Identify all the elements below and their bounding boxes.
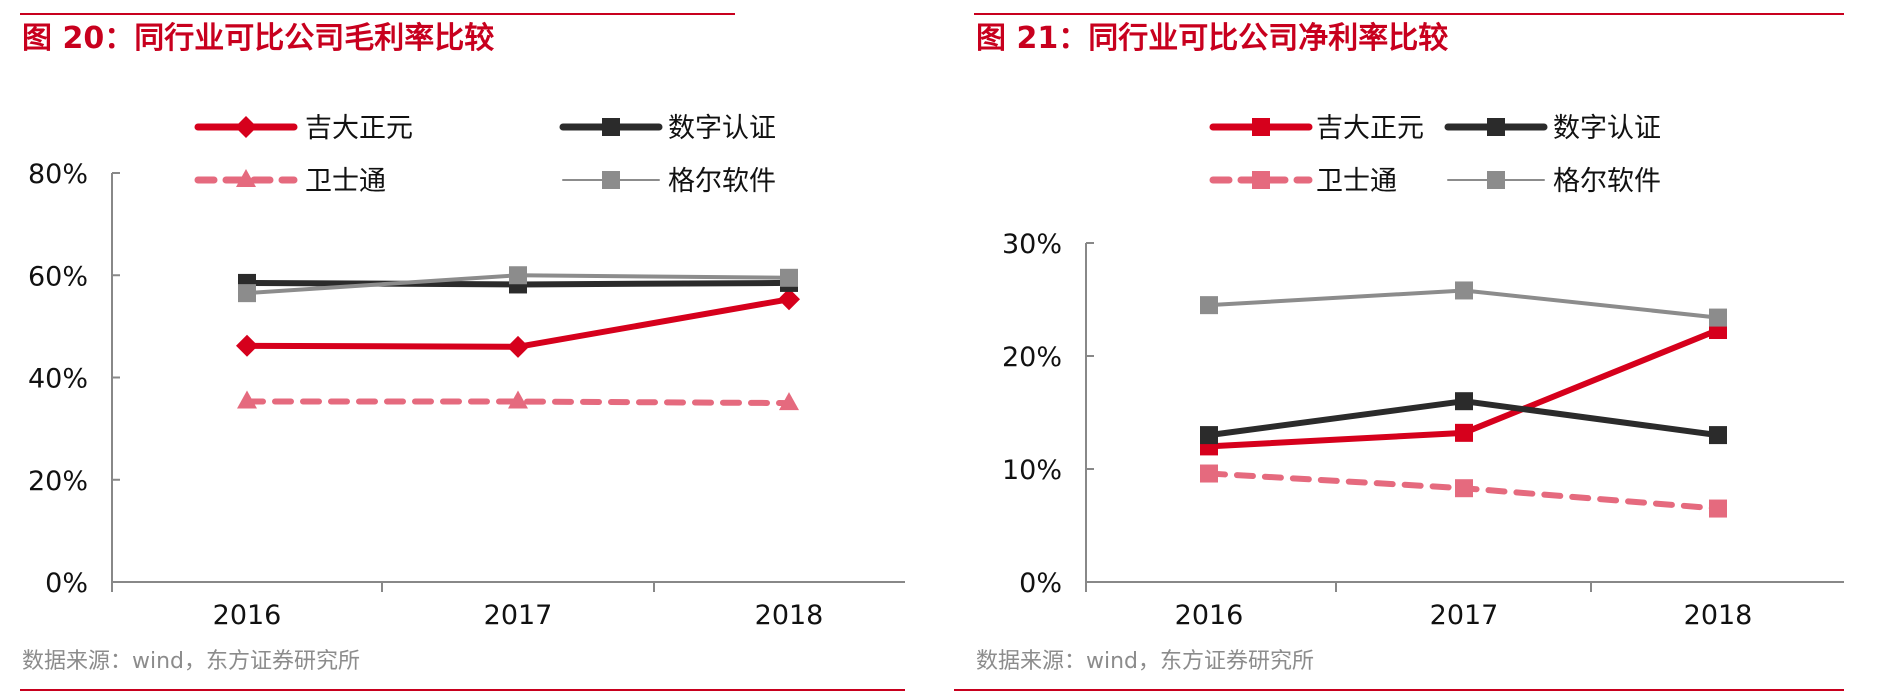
chart-2: 图 21：同行业可比公司净利率比较 0% 10% 20% 30% 2016 2017 2018… (954, 13, 1844, 691)
y-tick-label: 10% (1002, 455, 1062, 486)
data-point (1200, 464, 1218, 483)
data-point (779, 392, 799, 411)
legend-label: 格尔软件 (1553, 166, 1661, 197)
y-tick-label: 60% (28, 261, 88, 292)
data-point (1709, 499, 1727, 518)
x-tick-label: 2017 (484, 600, 553, 631)
data-point (509, 266, 527, 285)
y-tick-label: 30% (1002, 229, 1062, 260)
legend-marker (236, 169, 256, 187)
legend-label: 卫士通 (1316, 166, 1397, 197)
y-tick-label: 20% (28, 466, 88, 497)
x-tick-label: 2018 (755, 600, 824, 631)
legend-marker (1487, 171, 1505, 189)
y-tick-label: 20% (1002, 342, 1062, 373)
data-point (237, 390, 257, 409)
series-吉大正元 (1200, 321, 1727, 456)
data-point (1455, 423, 1473, 442)
x-tick-label: 2017 (1430, 600, 1499, 631)
legend-marker (1252, 171, 1270, 189)
series-数字认证 (1200, 392, 1727, 445)
y-tick-label: 0% (1019, 568, 1062, 599)
data-point (1200, 426, 1218, 445)
series-格尔软件 (238, 266, 798, 303)
data-point (1200, 296, 1218, 315)
legend-item-吉大正元: 吉大正元 (1209, 113, 1424, 144)
data-point (508, 390, 528, 409)
data-point (780, 268, 798, 287)
legend-marker (602, 171, 620, 189)
y-tick-label: 80% (28, 159, 88, 190)
legend-item-卫士通: 卫士通 (194, 166, 386, 197)
data-point (1455, 281, 1473, 300)
legend-marker (1252, 118, 1270, 136)
legend-marker (235, 116, 257, 138)
chart-title: 图 21：同行业可比公司净利率比较 (976, 21, 1448, 56)
legend-label: 卫士通 (305, 166, 386, 197)
legend-label: 吉大正元 (305, 113, 413, 144)
legend-item-格尔软件: 格尔软件 (1447, 166, 1661, 197)
data-point (1455, 392, 1473, 411)
data-point (236, 334, 258, 357)
series-卫士通 (1200, 464, 1727, 518)
source-note: 数据来源：wind，东方证券研究所 (976, 649, 1314, 674)
legend-label: 数字认证 (1553, 113, 1661, 144)
legend-marker (602, 118, 620, 136)
data-point (778, 288, 800, 311)
legend-label: 数字认证 (668, 113, 776, 144)
y-tick-label: 40% (28, 364, 88, 395)
chart-1: 图 20：同行业可比公司毛利率比较 0% 20% 40% 60% 80% 2016 2017 2… (20, 13, 905, 691)
source-note: 数据来源：wind，东方证券研究所 (22, 649, 360, 674)
data-point (507, 335, 529, 358)
legend-item-卫士通: 卫士通 (1209, 166, 1397, 197)
x-tick-label: 2016 (213, 600, 282, 631)
data-point (238, 284, 256, 303)
legend-item-格尔软件: 格尔软件 (562, 166, 776, 197)
chart-title: 图 20：同行业可比公司毛利率比较 (22, 21, 494, 56)
legend-item-吉大正元: 吉大正元 (194, 113, 413, 144)
x-tick-label: 2018 (1684, 600, 1753, 631)
legend-item-数字认证: 数字认证 (1444, 113, 1661, 144)
legend-item-数字认证: 数字认证 (559, 113, 776, 144)
series-卫士通 (237, 390, 799, 411)
x-tick-label: 2016 (1175, 600, 1244, 631)
legend-label: 格尔软件 (668, 166, 776, 197)
y-tick-label: 0% (45, 568, 88, 599)
data-point (1455, 479, 1473, 498)
series-格尔软件 (1200, 281, 1727, 327)
legend-label: 吉大正元 (1316, 113, 1424, 144)
series-吉大正元 (236, 288, 800, 358)
data-point (1709, 308, 1727, 327)
data-point (1709, 426, 1727, 445)
legend-marker (1487, 118, 1505, 136)
